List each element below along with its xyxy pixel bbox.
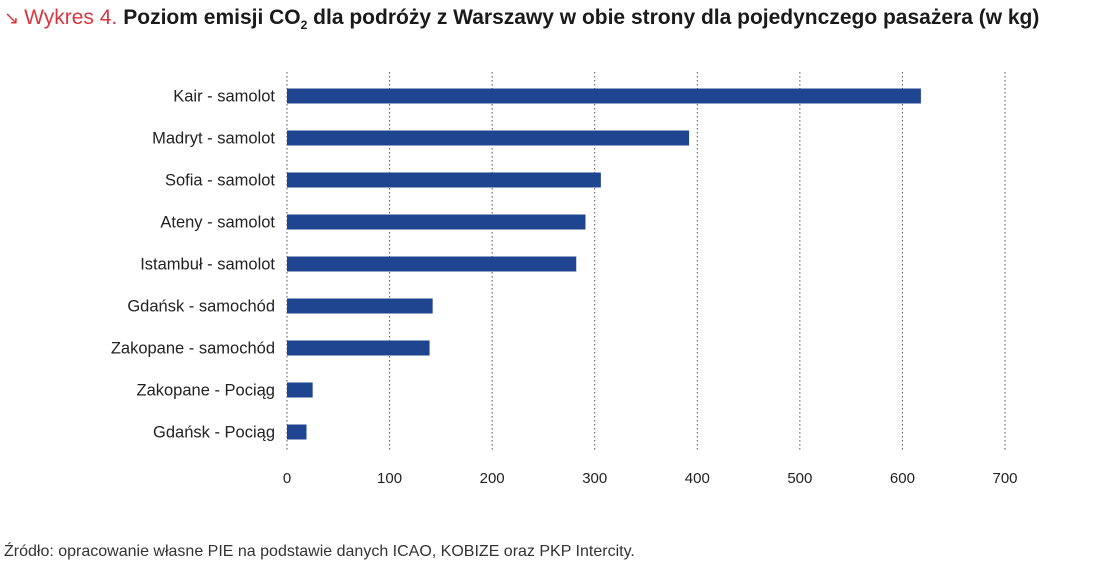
category-label: Zakopane - samochód [111, 340, 275, 358]
figure-label: Wykres 4. [24, 6, 118, 29]
x-tick-label: 200 [480, 470, 505, 487]
title-text: Poziom emisji CO2 dla podróży z Warszawy… [123, 6, 1040, 33]
category-labels: Kair - samolot Madryt - samolot Sofia - sa… [111, 88, 276, 442]
bar [287, 256, 577, 272]
category-label: Gdańsk - Pociąg [153, 424, 275, 442]
chart-title: ↘ Wykres 4. Poziom emisji CO2 dla podróży … [4, 6, 1039, 32]
bar [287, 214, 586, 230]
x-tick-label: 700 [992, 470, 1017, 487]
category-label: Ateny - samolot [160, 214, 275, 232]
x-tick-label: 500 [787, 470, 812, 487]
source-note: Źródło: opracowanie własne PIE na podsta… [4, 543, 635, 560]
category-label: Istambuł - samolot [140, 256, 275, 274]
category-label: Zakopane - Pociąg [136, 382, 275, 400]
x-tick-label: 600 [890, 470, 915, 487]
arrow-down-right-icon: ↘ [4, 8, 20, 28]
title-subscript: 2 [300, 18, 308, 33]
x-tick-label: 100 [377, 470, 402, 487]
x-tick-label: 300 [582, 470, 607, 487]
bar [287, 172, 601, 188]
bar [287, 424, 307, 440]
category-label: Madryt - samolot [152, 130, 275, 148]
title-text-after: dla podróży z Warszawy w obie strony dla… [307, 6, 1040, 29]
category-label: Gdańsk - samochód [127, 298, 275, 316]
bars [287, 88, 921, 440]
x-tick-label: 0 [283, 470, 291, 487]
bar [287, 340, 430, 356]
category-label: Kair - samolot [173, 88, 275, 106]
bar [287, 382, 313, 398]
title-text-before: Poziom emisji CO [123, 6, 301, 29]
bar [287, 130, 690, 146]
bar [287, 298, 433, 314]
category-label: Sofia - samolot [165, 172, 275, 190]
x-tick-label: 400 [685, 470, 710, 487]
bar [287, 88, 921, 104]
x-tick-labels: 0 100 200 300 400 500 600 700 [283, 470, 1018, 487]
bar-chart: Kair - samolot Madryt - samolot Sofia - sa… [111, 72, 1018, 487]
